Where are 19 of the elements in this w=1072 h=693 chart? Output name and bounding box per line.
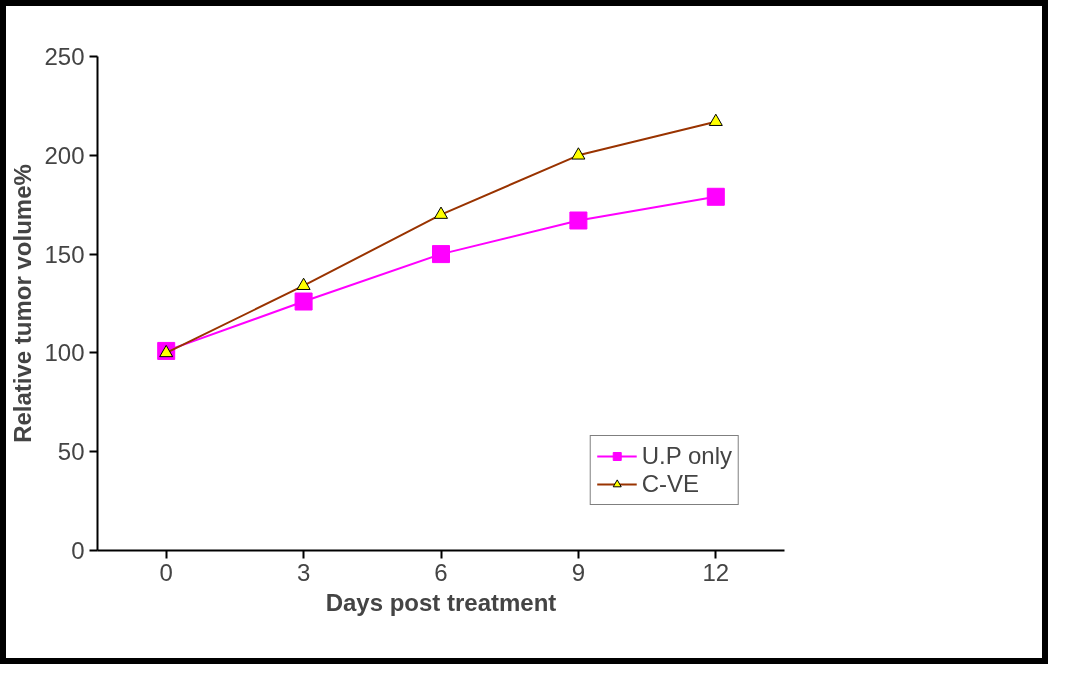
point: [294, 292, 313, 311]
point: [569, 211, 588, 230]
x-axis-title: Days post treatment: [325, 588, 557, 616]
x-tick-label: 0: [159, 558, 173, 586]
legend-label: U.P only: [641, 442, 732, 470]
y-axis-title: Relative tumor volume%: [9, 164, 37, 443]
x-tick-label: 3: [296, 558, 311, 586]
y-tick-label: 200: [44, 141, 85, 169]
legend-label: C-VE: [641, 470, 700, 498]
y-tick-label: 150: [44, 240, 85, 268]
x-tick-label: 9: [571, 558, 586, 586]
y-tick-label: 250: [44, 43, 85, 70]
x-tick-label: 6: [434, 558, 448, 586]
y-tick-label: 100: [44, 339, 85, 367]
y-tick-label: 50: [57, 438, 85, 466]
point: [432, 245, 450, 264]
point: [706, 187, 725, 206]
x-tick-label: 12: [702, 558, 730, 586]
y-tick-label: 0: [71, 537, 85, 564]
